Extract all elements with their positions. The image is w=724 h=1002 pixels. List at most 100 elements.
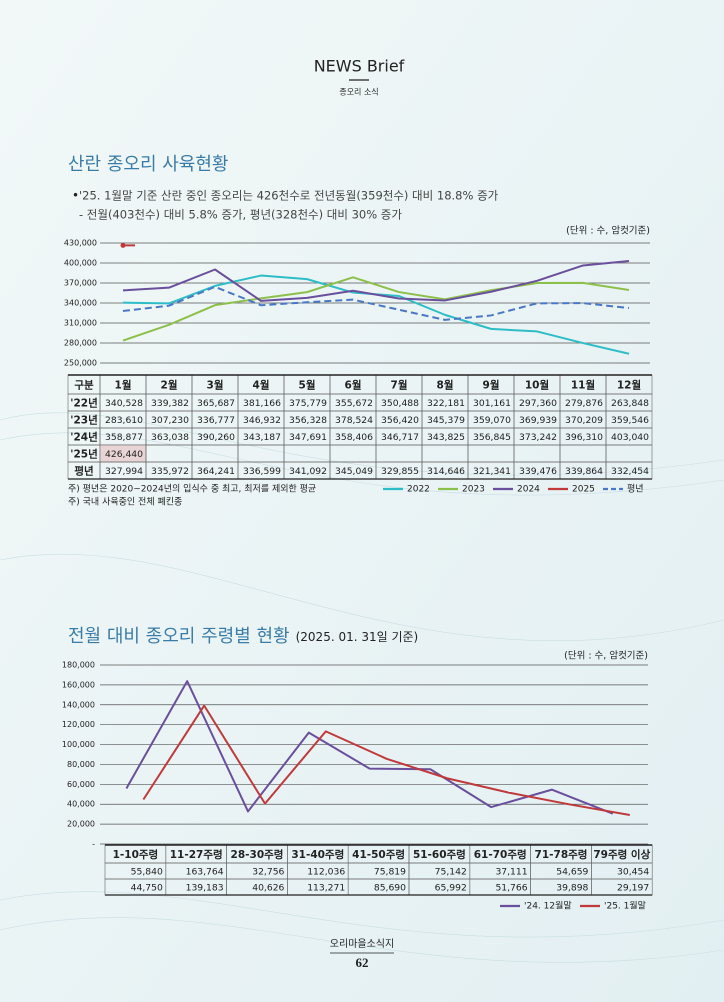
table-text: 54,659 [556, 867, 588, 878]
table-text: 375,779 [289, 398, 327, 409]
table-text: '22년 [70, 397, 98, 410]
table-text: 343,825 [427, 432, 465, 443]
table-text: 359,546 [611, 415, 649, 426]
table-text: 8월 [437, 379, 454, 392]
legend-label: 2022 [407, 485, 430, 495]
table-text: 평년 [74, 465, 93, 478]
table-text: 403,040 [611, 432, 649, 443]
table-text: 370,209 [565, 415, 603, 426]
table-text: 358,877 [105, 432, 143, 443]
table-text: 301,161 [473, 398, 511, 409]
series-line [122, 259, 630, 302]
wave-decoration [0, 412, 724, 963]
legend-label: '25. 1월말 [604, 900, 646, 912]
footer-name: 오리마을소식지 [330, 938, 394, 950]
table-text: 322,181 [427, 398, 465, 409]
table-text: 61-70주령 [474, 849, 527, 861]
table-text: 29,197 [617, 883, 649, 894]
y-tick-label: - [92, 840, 95, 849]
table-text: 381,166 [243, 398, 281, 409]
table-text: 343,187 [243, 432, 281, 443]
series-line [122, 276, 630, 342]
series-line [122, 285, 630, 321]
y-tick-label: 280,000 [64, 339, 97, 348]
table-text: 283,610 [105, 415, 143, 426]
legend-label: 2024 [517, 485, 540, 495]
table-text: 356,845 [473, 432, 511, 443]
table-text: 7월 [391, 379, 408, 392]
table-text: 369,939 [519, 415, 557, 426]
section-title: 전월 대비 종오리 주령별 현황 (2025. 01. 31일 기준) [68, 626, 418, 647]
header-subtitle: 종오리 소식 [339, 88, 378, 97]
table-text: 356,420 [381, 415, 419, 426]
point [120, 242, 126, 248]
table-text: 426,440 [105, 449, 143, 460]
table-text: 11-27주령 [170, 849, 223, 861]
table-text: 2월 [161, 379, 178, 392]
y-tick-label: 430,000 [64, 239, 97, 248]
table-text: 85,690 [374, 883, 406, 894]
note: 주) 국내 사육중인 전체 폐킨종 [68, 496, 182, 508]
y-tick-label: 340,000 [64, 299, 97, 308]
table-text: 79주령 이상 [593, 848, 650, 861]
table-text: 51-60주령 [413, 849, 466, 861]
table-text: 355,672 [335, 398, 373, 409]
table-text: 279,876 [565, 398, 603, 409]
table-text: 363,038 [151, 432, 189, 443]
table-text: '23년 [70, 414, 98, 427]
table-text: 396,310 [565, 432, 603, 443]
bullet: - 전월(403천수) 대비 5.8% 증가, 평년(328천수) 대비 30%… [79, 208, 402, 222]
table-text: 347,691 [289, 432, 327, 443]
table-text: 41-50주령 [352, 849, 405, 861]
y-tick-label: 80,000 [67, 760, 95, 769]
y-tick-label: 250,000 [64, 359, 97, 368]
table-text: 341,092 [289, 466, 327, 477]
y-tick-label: 310,000 [64, 319, 97, 328]
table-text: 40,626 [252, 883, 284, 894]
table-text: 332,454 [611, 466, 649, 477]
y-tick-label: 370,000 [64, 279, 97, 288]
table-text: 32,756 [252, 867, 284, 878]
table-text: 4월 [253, 379, 270, 392]
table-text: 51,766 [495, 883, 527, 894]
table-text: 1-10주령 [113, 849, 159, 861]
table-text: 75,142 [435, 867, 467, 878]
table-text: '24년 [70, 431, 98, 444]
table-text: 11월 [571, 379, 595, 392]
section-title-main: 전월 대비 종오리 주령별 현황 [68, 626, 290, 647]
table-text: 378,524 [335, 415, 373, 426]
table-text: 44,750 [131, 883, 163, 894]
table-text: 336,777 [197, 415, 235, 426]
y-tick-label: 40,000 [67, 800, 95, 809]
table-text: 356,328 [289, 415, 327, 426]
section-title: 산란 종오리 사육현황 [68, 154, 228, 175]
y-tick-label: 140,000 [62, 700, 95, 709]
table-text: 340,528 [105, 398, 143, 409]
legend-label: 2025 [572, 485, 595, 495]
table-text: 327,994 [105, 466, 143, 477]
y-tick-label: 20,000 [67, 820, 95, 829]
table-text: 5월 [299, 379, 316, 392]
table-text: 구분 [74, 379, 94, 392]
table-text: 307,230 [151, 415, 189, 426]
page-number: 62 [356, 955, 369, 970]
unit-note: (단위 : 수, 암컷기준) [564, 650, 648, 662]
table-text: 359,070 [473, 415, 511, 426]
table-text: 390,260 [197, 432, 235, 443]
table-text: 55,840 [131, 867, 163, 878]
series-line [125, 680, 614, 815]
table-text: 12월 [617, 379, 641, 392]
y-tick-label: 400,000 [64, 259, 97, 268]
bullet-dot: • [72, 189, 79, 203]
y-tick-label: 120,000 [62, 720, 95, 729]
table-text: '25년 [70, 448, 98, 461]
table-text: 31-40주령 [291, 849, 344, 861]
table-text: 321,341 [473, 466, 511, 477]
table-text: 75,819 [374, 867, 406, 878]
table-text: 339,382 [151, 398, 189, 409]
table-text: 329,855 [381, 466, 419, 477]
table-text: 345,049 [335, 466, 373, 477]
table-text: 346,932 [243, 415, 281, 426]
legend-label: 2023 [462, 485, 485, 495]
